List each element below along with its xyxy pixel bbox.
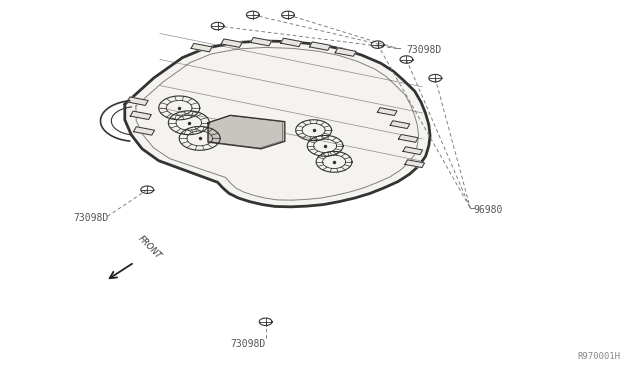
- Text: 73098D: 73098D: [230, 339, 266, 349]
- Polygon shape: [208, 115, 285, 149]
- Polygon shape: [281, 38, 301, 46]
- Polygon shape: [390, 121, 410, 129]
- Polygon shape: [399, 134, 418, 142]
- Polygon shape: [403, 147, 422, 155]
- Polygon shape: [378, 108, 397, 116]
- Polygon shape: [221, 39, 242, 47]
- Text: 73098D: 73098D: [74, 213, 109, 222]
- Text: FRONT: FRONT: [136, 234, 163, 261]
- Polygon shape: [191, 44, 212, 52]
- Polygon shape: [310, 42, 330, 50]
- Polygon shape: [405, 160, 424, 168]
- Polygon shape: [335, 48, 356, 56]
- Polygon shape: [251, 38, 271, 46]
- Polygon shape: [131, 111, 151, 119]
- Text: R970001H: R970001H: [578, 352, 621, 361]
- Text: 73098D: 73098D: [406, 45, 442, 55]
- Text: 96980: 96980: [474, 205, 503, 215]
- Polygon shape: [134, 127, 154, 135]
- Polygon shape: [125, 41, 430, 207]
- Polygon shape: [127, 97, 148, 105]
